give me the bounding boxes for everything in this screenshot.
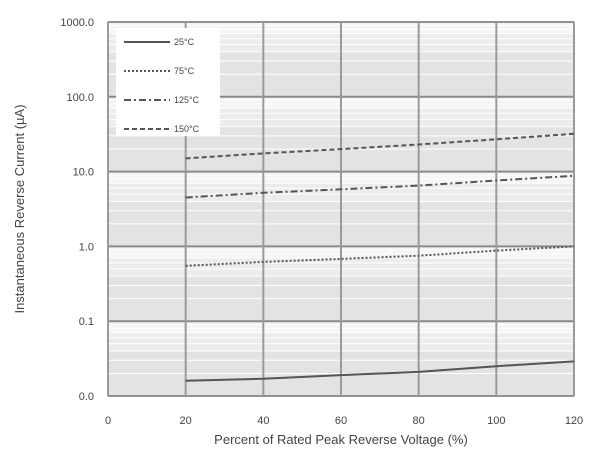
legend-box <box>116 28 220 136</box>
legend-label-4: 150°C <box>174 124 200 134</box>
y-tick-label: 0.1 <box>79 316 94 328</box>
x-tick-label: 0 <box>105 415 111 427</box>
legend: 25°C 75°C 125°C 150°C <box>116 28 220 136</box>
series-lines <box>185 132 575 382</box>
legend-label-2: 75°C <box>174 66 195 76</box>
legend-label-3: 125°C <box>174 95 200 105</box>
y-tick-label: 0.0 <box>79 391 94 403</box>
series-line-4 <box>185 132 575 160</box>
y-tick-label: 1000.0 <box>60 17 94 29</box>
x-tick-label: 80 <box>413 415 425 427</box>
y-tick-label: 100.0 <box>66 92 94 104</box>
x-tick-label: 60 <box>335 415 347 427</box>
y-tick-label: 1.0 <box>79 241 94 253</box>
y-tick-labels: 0.0 0.1 1.0 10.0 100.0 1000.0 <box>60 17 94 403</box>
series-line-3 <box>185 174 575 199</box>
x-tick-label: 40 <box>257 415 269 427</box>
y-tick-label: 10.0 <box>73 167 94 179</box>
x-tick-label: 100 <box>487 415 505 427</box>
series-line-2 <box>185 245 575 267</box>
x-tick-labels: 0 20 40 60 80 100 120 <box>105 415 583 427</box>
x-axis-title: Percent of Rated Peak Reverse Voltage (%… <box>214 432 468 447</box>
x-tick-label: 20 <box>180 415 192 427</box>
x-tick-label: 120 <box>565 415 583 427</box>
series-line-1 <box>185 360 575 382</box>
y-axis-title: Instantaneous Reverse Current (µA) <box>12 104 27 313</box>
plot-area-frame <box>107 21 575 397</box>
legend-label-1: 25°C <box>174 37 195 47</box>
